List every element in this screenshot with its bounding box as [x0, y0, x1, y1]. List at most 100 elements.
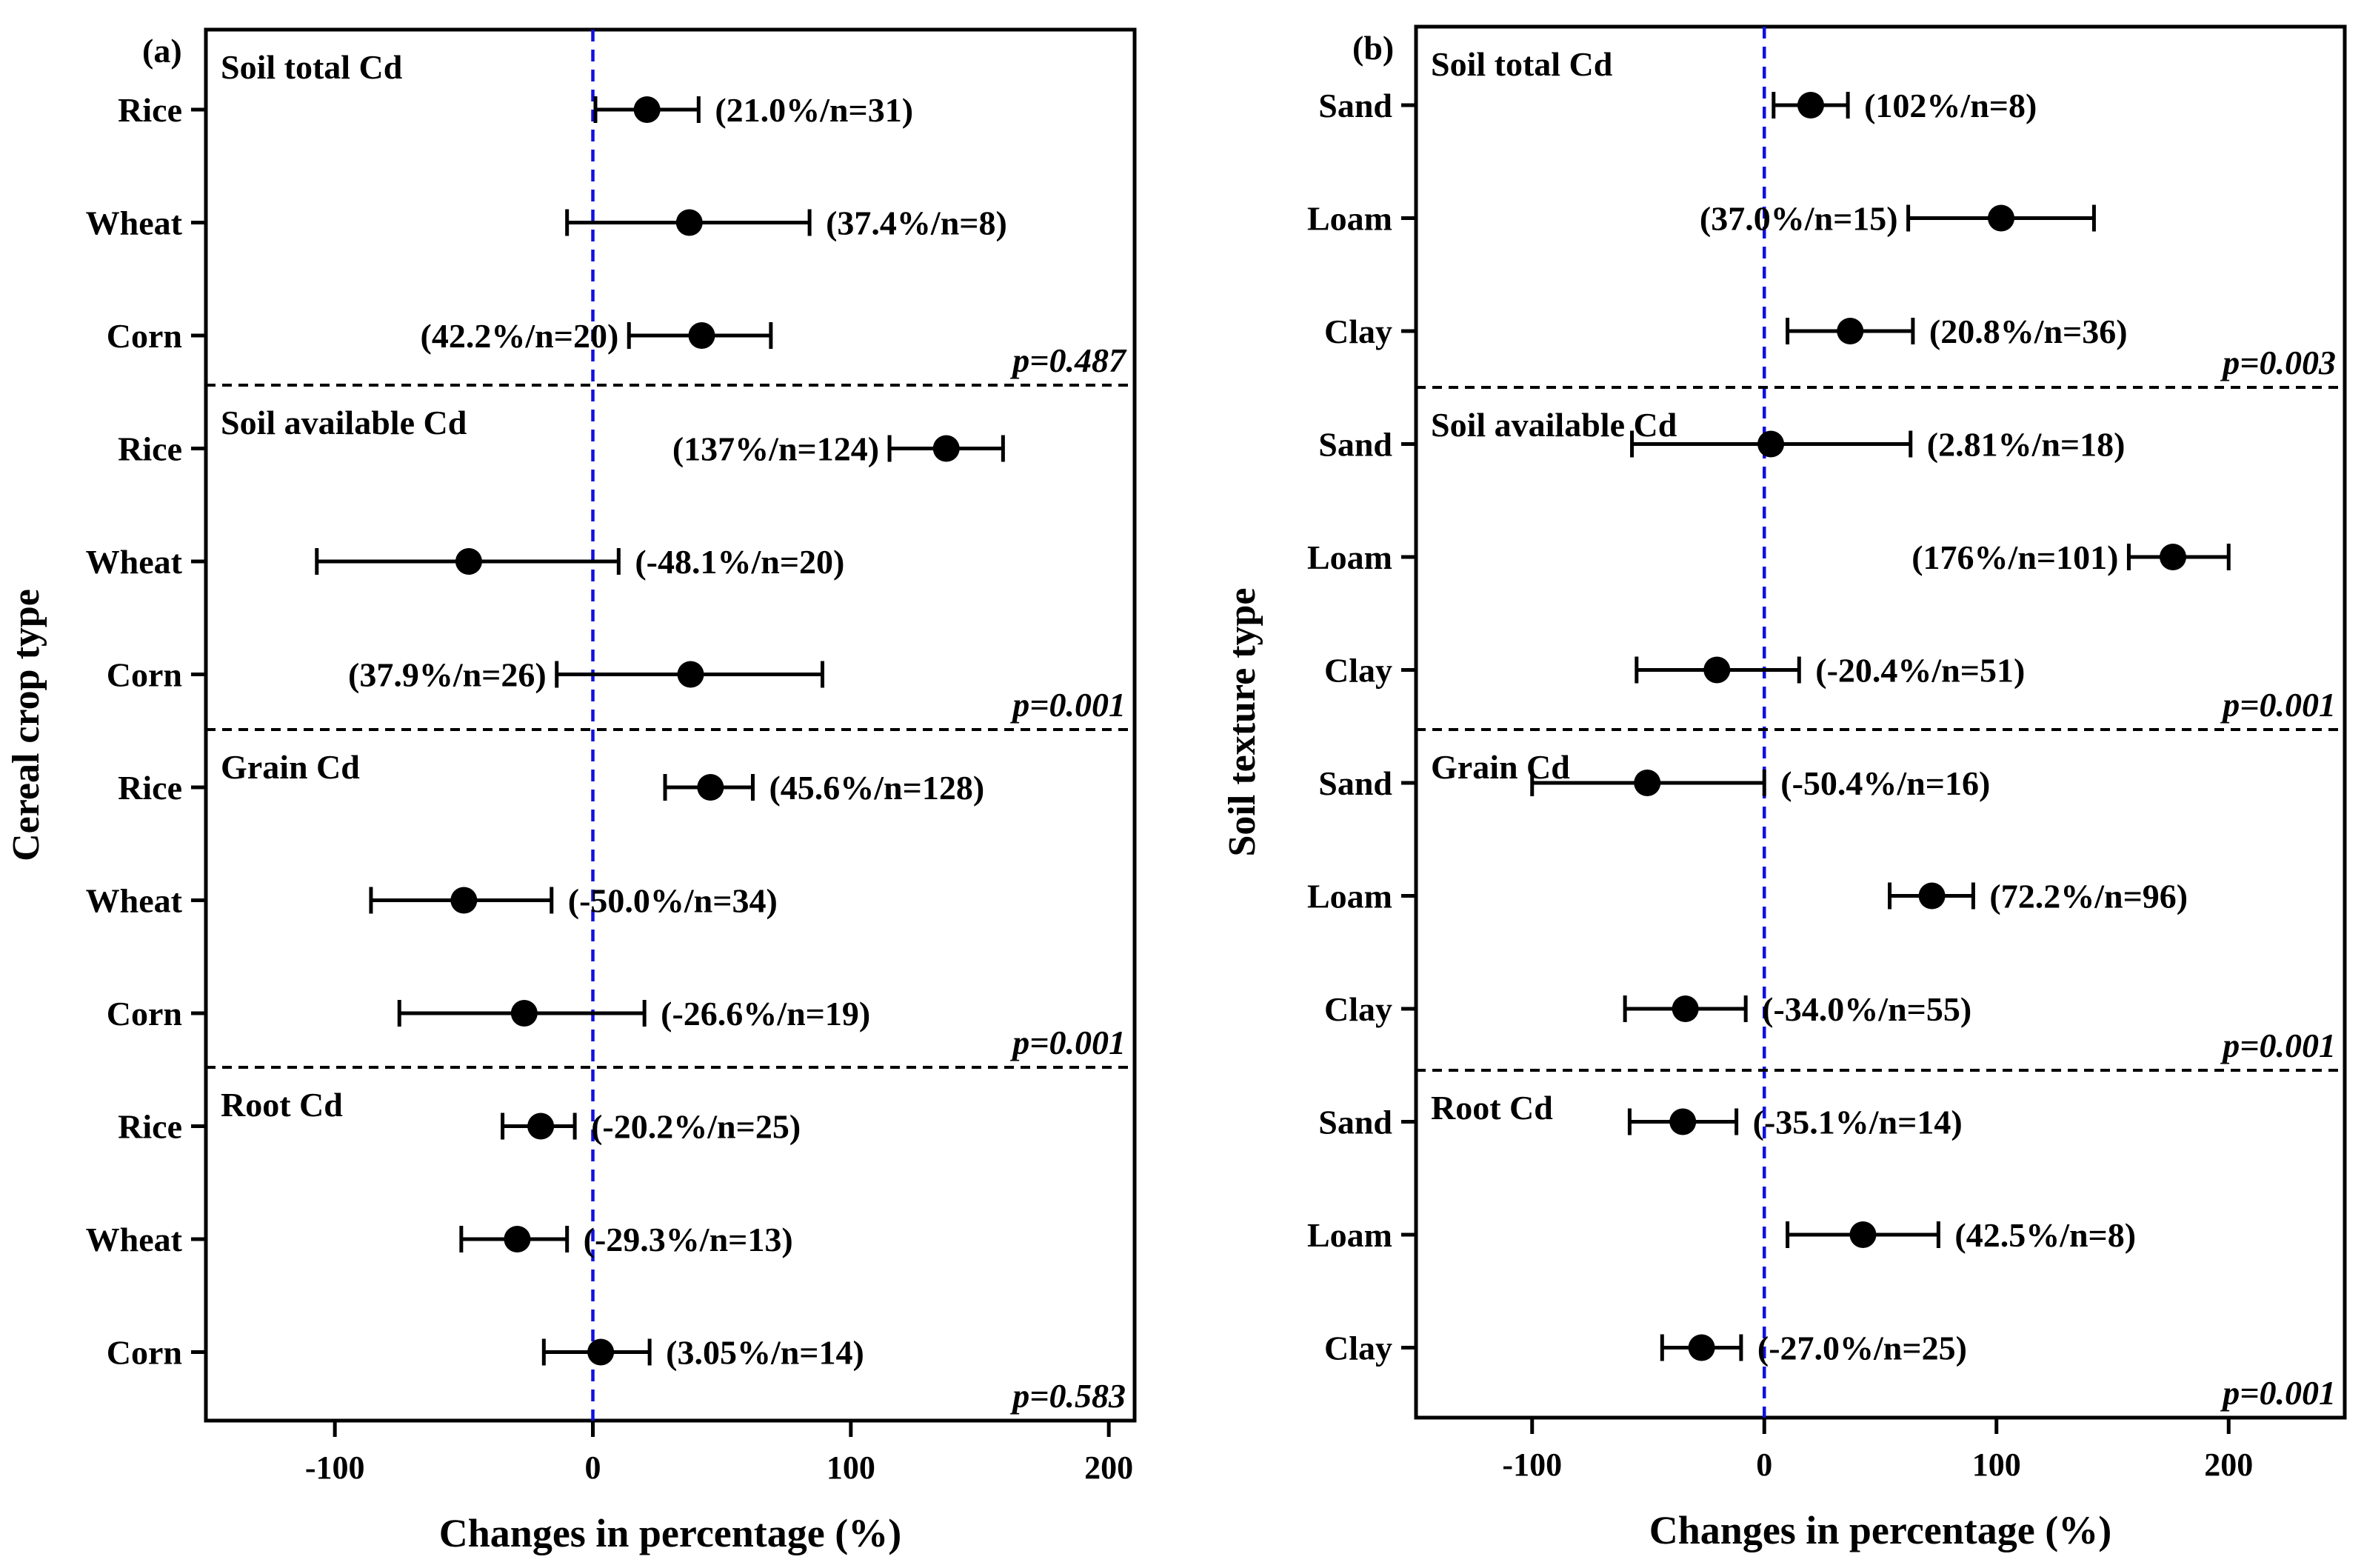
point-estimate — [2160, 544, 2187, 570]
category-label: Loam — [1307, 538, 1392, 576]
data-label: (-20.2%/n=25) — [591, 1108, 801, 1146]
y-axis-label: Soil texture type — [1221, 588, 1263, 857]
group-title: Root Cd — [1431, 1089, 1553, 1127]
point-estimate — [1634, 770, 1661, 796]
category-label: Sand — [1318, 764, 1392, 802]
panel-label: (a) — [142, 32, 182, 70]
data-label: (37.4%/n=8) — [826, 204, 1007, 242]
p-value: p=0.001 — [1009, 1024, 1126, 1061]
data-label: (-35.1%/n=14) — [1753, 1104, 1963, 1141]
category-label: Corn — [107, 656, 182, 694]
point-estimate — [1988, 204, 2015, 232]
data-label: (3.05%/n=14) — [666, 1334, 864, 1372]
point-estimate — [697, 774, 724, 801]
point-estimate — [455, 548, 482, 575]
point-estimate — [675, 209, 703, 236]
data-label: (2.81%/n=18) — [1927, 426, 2126, 464]
p-value: p=0.003 — [2220, 344, 2336, 381]
panel-a: (a) -100 0 100 200 Changes in percentage (%) C… — [5, 27, 1137, 1555]
category-label: Wheat — [86, 543, 183, 581]
group-title: Soil total Cd — [221, 48, 403, 86]
p-value: p=0.583 — [1009, 1377, 1126, 1415]
data-label: (37.0%/n=15) — [1700, 200, 1898, 238]
x-axis-label: Changes in percentage (%) — [1649, 1508, 2111, 1552]
panel-b: (b) -100 0 100 200 Changes in percentage (%) S… — [1221, 24, 2347, 1552]
category-label: Wheat — [86, 882, 183, 920]
point-estimate — [1918, 882, 1946, 910]
point-estimate — [1757, 430, 1785, 458]
category-label: Clay — [1324, 313, 1392, 350]
plot-frame — [1414, 24, 2347, 1420]
point-estimate — [1849, 1221, 1877, 1248]
data-label: (-20.4%/n=51) — [1815, 652, 2025, 690]
data-label: (176%/n=101) — [1911, 538, 2118, 576]
plot-frame — [204, 27, 1137, 1423]
category-label: Rice — [118, 91, 182, 129]
category-label: Wheat — [86, 204, 183, 242]
category-label: Loam — [1307, 1216, 1392, 1254]
x-tick-label: 100 — [827, 1449, 875, 1486]
category-label: Wheat — [86, 1221, 183, 1258]
data-label: (-29.3%/n=13) — [584, 1221, 793, 1258]
point-estimate — [1703, 656, 1731, 684]
x-tick-label: 100 — [1972, 1447, 2021, 1483]
x-tick-label: -100 — [1502, 1447, 1562, 1483]
category-label: Sand — [1318, 1104, 1392, 1141]
category-label: Rice — [118, 430, 182, 468]
category-label: Clay — [1324, 1330, 1392, 1367]
data-label: (-34.0%/n=55) — [1762, 990, 1971, 1028]
group-title: Soil available Cd — [221, 404, 467, 441]
category-label: Clay — [1324, 652, 1392, 690]
data-label: (21.0%/n=31) — [715, 91, 913, 129]
p-value: p=0.001 — [1009, 686, 1126, 724]
p-value: p=0.001 — [2220, 1374, 2336, 1412]
point-estimate — [527, 1112, 555, 1140]
category-label: Rice — [118, 769, 182, 807]
data-label: (-50.4%/n=16) — [1780, 764, 1990, 802]
data-label: (37.9%/n=26) — [348, 656, 547, 694]
p-value: p=0.487 — [1009, 341, 1127, 379]
point-estimate — [677, 661, 704, 688]
category-label: Clay — [1324, 990, 1392, 1028]
x-tick-label: -100 — [305, 1449, 365, 1486]
data-label: (42.2%/n=20) — [421, 317, 619, 355]
point-estimate — [587, 1338, 615, 1366]
point-estimate — [1837, 318, 1864, 344]
data-label: (-50.0%/n=34) — [568, 882, 778, 920]
point-estimate — [688, 322, 715, 349]
data-label: (-27.0%/n=25) — [1757, 1330, 1967, 1367]
category-label: Corn — [107, 1334, 182, 1372]
data-label: (72.2%/n=96) — [1989, 878, 2188, 915]
data-label: (-48.1%/n=20) — [635, 543, 844, 581]
group-title: Grain Cd — [1431, 748, 1570, 786]
point-estimate — [450, 887, 478, 914]
point-estimate — [1797, 92, 1824, 119]
point-estimate — [1669, 1108, 1697, 1135]
group-title: Soil total Cd — [1431, 45, 1613, 83]
x-axis-label: Changes in percentage (%) — [439, 1511, 901, 1555]
data-label: (42.5%/n=8) — [1954, 1216, 2136, 1254]
category-label: Sand — [1318, 426, 1392, 464]
x-tick-label: 200 — [2204, 1447, 2253, 1483]
point-estimate — [1688, 1334, 1715, 1361]
data-label: (102%/n=8) — [1864, 87, 2037, 124]
point-estimate — [633, 96, 661, 123]
data-label: (45.6%/n=128) — [769, 769, 984, 807]
category-label: Rice — [118, 1108, 182, 1146]
data-label: (-26.6%/n=19) — [661, 995, 870, 1032]
category-label: Loam — [1307, 200, 1392, 238]
point-estimate — [510, 1000, 538, 1027]
category-label: Corn — [107, 317, 182, 355]
p-value: p=0.001 — [2220, 686, 2336, 724]
category-label: Corn — [107, 995, 182, 1032]
x-tick-label: 0 — [585, 1449, 601, 1486]
group-title: Root Cd — [221, 1086, 343, 1124]
category-label: Loam — [1307, 878, 1392, 915]
data-label: (20.8%/n=36) — [1929, 313, 2128, 350]
point-estimate — [932, 435, 960, 462]
point-estimate — [1672, 995, 1699, 1022]
x-tick-label: 200 — [1084, 1449, 1133, 1486]
group-title: Soil available Cd — [1431, 406, 1677, 444]
y-axis-label: Cereal crop type — [5, 589, 47, 861]
